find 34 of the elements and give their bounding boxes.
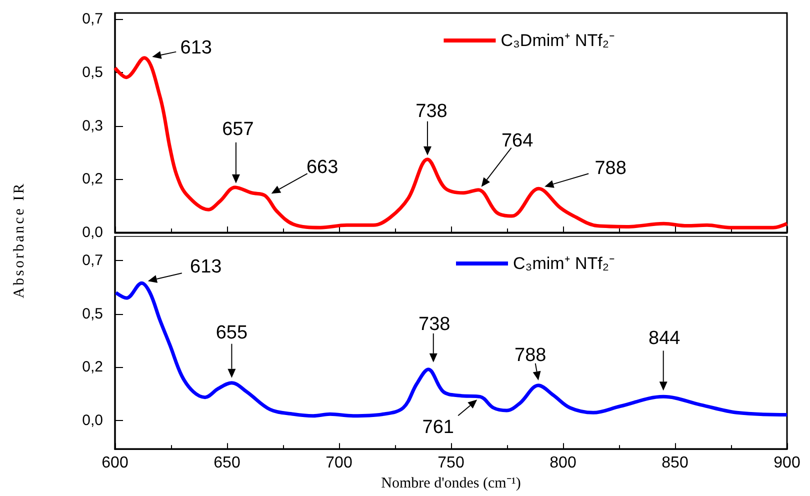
x-axis-title: Nombre d'ondes (cm⁻¹) (381, 476, 521, 492)
annotation: 613 (190, 256, 222, 278)
annotation: 738 (416, 100, 448, 122)
annotation: 764 (501, 130, 534, 152)
x-tick-label: 850 (662, 454, 688, 472)
x-tick-label: 900 (774, 454, 800, 472)
annotation: 657 (222, 118, 254, 140)
y-tick-label: 0,7 (82, 10, 103, 28)
annotation: 738 (418, 314, 450, 335)
annotation: 788 (594, 158, 626, 180)
y-tick-label: 0,0 (82, 224, 103, 241)
y-axis-title: Absorbance IR (12, 182, 28, 298)
y-tick-label: 0,5 (82, 305, 103, 322)
legend-label: C₃mim⁺ NTf₂⁻ (512, 254, 616, 273)
y-tick-label: 0,2 (82, 170, 103, 188)
y-tick-label: 0,0 (82, 412, 103, 429)
annotation: 613 (180, 37, 212, 58)
y-tick-label: 0,3 (82, 117, 103, 134)
annotation: 663 (306, 157, 338, 178)
x-tick-label: 800 (550, 454, 576, 472)
annotation: 761 (422, 417, 454, 438)
annotation: 788 (514, 344, 546, 366)
line-series (113, 56, 789, 230)
y-tick-label: 0,2 (82, 358, 103, 376)
legend-label: C₃Dmim⁺ NTf₂⁻ (500, 31, 616, 50)
y-tick-label: 0,5 (82, 64, 103, 81)
x-tick-label: 750 (438, 454, 464, 472)
annotation: 844 (648, 328, 681, 350)
x-tick-label: 650 (214, 454, 240, 472)
annotation: 655 (216, 322, 248, 344)
x-tick-label: 600 (102, 454, 128, 472)
y-tick-label: 0,7 (82, 252, 103, 270)
x-tick-label: 700 (326, 454, 352, 472)
line-series (114, 281, 789, 418)
